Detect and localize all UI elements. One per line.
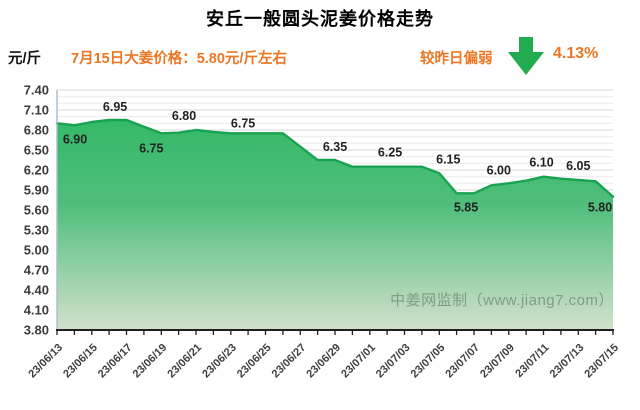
x-tick-label: 23/06/17 <box>96 342 135 381</box>
x-axis-labels: 23/06/1323/06/1523/06/1723/06/1923/06/21… <box>26 342 621 381</box>
point-value-label: 6.35 <box>323 140 347 154</box>
down-arrow-shape <box>508 37 544 75</box>
y-tick-label: 4.70 <box>24 263 49 278</box>
point-value-label: 6.15 <box>436 152 460 166</box>
trend-status-text: 较昨日偏弱 <box>420 51 493 67</box>
x-tick-label: 23/07/15 <box>582 342 621 381</box>
y-tick-label: 6.50 <box>24 143 49 158</box>
point-value-label: 6.75 <box>139 141 163 155</box>
x-tick-label: 23/06/13 <box>26 342 65 381</box>
y-tick-label: 4.40 <box>24 283 49 298</box>
point-value-label: 6.75 <box>231 116 255 130</box>
y-tick-label: 5.60 <box>24 203 49 218</box>
trend-percentage: 4.13% <box>553 45 599 62</box>
y-tick-label: 5.30 <box>24 223 49 238</box>
point-value-label: 6.10 <box>529 156 553 170</box>
y-tick-label: 5.90 <box>24 183 49 198</box>
y-tick-label: 3.80 <box>24 323 49 338</box>
x-tick-label: 23/07/13 <box>548 342 587 381</box>
x-tick-label: 23/06/27 <box>270 342 309 381</box>
y-tick-label: 5.00 <box>24 243 49 258</box>
point-value-label: 6.05 <box>566 159 590 173</box>
y-tick-label: 4.10 <box>24 303 49 318</box>
y-tick-label: 7.10 <box>24 103 49 118</box>
trend-down-arrow-icon <box>506 37 546 77</box>
x-tick-label: 23/07/05 <box>409 342 448 381</box>
x-tick-label: 23/07/09 <box>478 342 517 381</box>
point-value-label: 6.00 <box>487 163 511 177</box>
x-tick-label: 23/07/11 <box>513 342 551 380</box>
price-line <box>55 118 615 198</box>
x-tick-label: 23/06/15 <box>61 342 100 381</box>
x-axis <box>56 329 614 335</box>
y-unit-label: 元/斤 <box>8 51 42 67</box>
point-value-label: 6.25 <box>378 146 402 160</box>
x-tick-label: 23/06/21 <box>165 342 204 381</box>
point-value-label: 6.90 <box>63 132 87 146</box>
price-area <box>57 120 613 330</box>
x-tick-label: 23/07/03 <box>374 342 413 381</box>
x-tick-label: 23/06/23 <box>200 342 239 381</box>
x-tick-label: 23/06/19 <box>131 342 170 381</box>
page-title: 安丘一般圆头泥姜价格走势 <box>206 9 434 29</box>
x-tick-label: 23/06/29 <box>304 342 343 381</box>
point-value-label: 6.95 <box>103 100 127 114</box>
watermark-text: 中姜网监制（www.jiang7.com） <box>390 292 614 309</box>
y-tick-label: 6.20 <box>24 163 49 178</box>
current-price-subtitle: 7月15日大姜价格：5.80元/斤左右 <box>71 51 287 67</box>
y-tick-label: 6.80 <box>24 123 49 138</box>
x-tick-label: 23/07/01 <box>339 342 378 381</box>
x-tick-label: 23/06/25 <box>235 342 274 381</box>
down-arrow-svg <box>508 37 544 75</box>
point-labels: 6.90 6.95 6.75 6.80 6.75 6.35 6.25 6.15 5.85 6.00… <box>63 100 612 215</box>
point-value-label: 5.80 <box>588 201 612 215</box>
point-value-label: 5.85 <box>454 200 478 214</box>
y-axis-labels: 7.40 7.10 6.80 6.50 6.20 5.90 5.60 5.30 5.00 4.70… <box>24 83 49 338</box>
x-tick-label: 23/07/07 <box>443 342 482 381</box>
point-value-label: 6.80 <box>172 109 196 123</box>
y-tick-label: 7.40 <box>24 83 49 98</box>
